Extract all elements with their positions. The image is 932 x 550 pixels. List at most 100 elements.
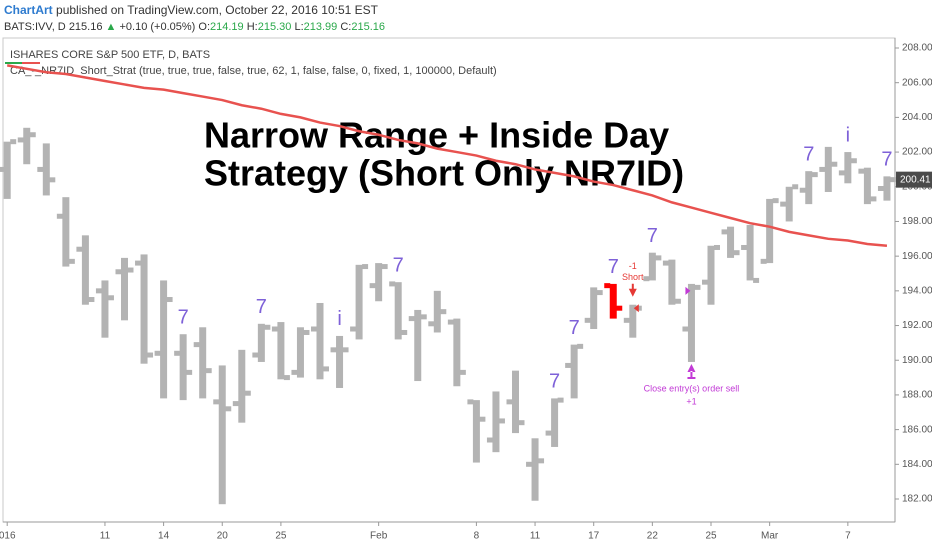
last-price-label: 200.41 [900, 174, 931, 185]
signal-label: i [337, 308, 341, 330]
x-tick-label: 22 [647, 531, 659, 542]
bar-open [154, 350, 161, 356]
ohlc-label: H: [246, 21, 258, 33]
bar-close [440, 309, 447, 315]
x-tick-label: 016 [0, 531, 16, 542]
bar-open [486, 437, 493, 443]
bar-open [780, 201, 787, 207]
change: +0.10 (+0.05%) [119, 21, 196, 33]
bar-range [453, 318, 461, 387]
bar-range [863, 167, 871, 205]
bar-open [467, 399, 474, 405]
exit-marker [685, 286, 691, 295]
y-tick-label: 202.00 [902, 147, 932, 158]
y-tick-label: 204.00 [902, 112, 932, 123]
ohlc: O:214.19 H:215.30 L:213.99 C:215.16 [198, 21, 385, 33]
bar-open [193, 342, 200, 348]
author[interactable]: ChartArt [4, 3, 53, 17]
x-tick-label: 25 [705, 531, 717, 542]
bar-close [850, 158, 857, 164]
y-tick-label: 190.00 [902, 355, 932, 366]
bar-range [609, 283, 617, 319]
y-tick-label: 182.00 [902, 494, 932, 505]
y-tick-label: 198.00 [902, 216, 932, 227]
bar-range [551, 398, 559, 447]
x-tick-label: Feb [370, 531, 388, 542]
bar-range [687, 283, 695, 362]
bar-range [844, 152, 852, 184]
signal-label: 7 [256, 296, 267, 318]
bar-close [479, 416, 486, 422]
bar-range [160, 280, 168, 399]
bar-range [296, 327, 304, 378]
bar-range [179, 334, 187, 401]
ohlc-label: O: [198, 21, 211, 33]
bar-close [596, 290, 603, 296]
bar-close [147, 352, 154, 358]
ohlc-label: L: [294, 21, 304, 33]
bar-range [707, 245, 715, 305]
chart-title: ISHARES CORE S&P 500 ETF, D, BATS [10, 49, 210, 61]
bar-close [811, 172, 818, 178]
bar-range [629, 304, 637, 338]
symbol: BATS:IVV, D [4, 21, 66, 33]
bar-open [741, 244, 748, 250]
bar-range [257, 323, 265, 362]
bar-close [753, 277, 760, 283]
bar-open [760, 258, 767, 264]
y-tick-label: 186.00 [902, 424, 932, 435]
bar-open [721, 229, 728, 235]
bar-close [362, 264, 369, 270]
bar-open [604, 283, 611, 289]
bar-close [538, 458, 545, 464]
signal-label: 7 [608, 256, 619, 278]
bar-range [472, 400, 480, 463]
bar-range [81, 235, 89, 305]
y-tick-label: 184.00 [902, 459, 932, 470]
bar-close [10, 139, 17, 145]
bar-close [420, 314, 427, 320]
order-qty: +1 [686, 396, 696, 406]
plot-frame [2, 37, 896, 523]
bar-range [512, 370, 519, 434]
bar-range [433, 290, 441, 333]
signal-label: 7 [178, 306, 189, 328]
bar-open [408, 316, 415, 322]
ohlc-label: C: [340, 21, 352, 33]
bar-open [115, 269, 122, 275]
bar-close [714, 244, 720, 250]
bar-close [303, 329, 310, 335]
bar-range [101, 280, 109, 338]
bar-close [616, 305, 623, 311]
bar-close [772, 198, 779, 204]
bar-close [49, 177, 56, 183]
last-price-box [896, 171, 932, 188]
bar-open [877, 186, 884, 192]
bar-close [342, 347, 349, 353]
x-tick-label: 25 [275, 531, 287, 542]
bar-open [311, 326, 317, 332]
bar-close [127, 267, 134, 273]
published: published on TradingView.com, October 22… [56, 3, 378, 17]
y-tick-label: 196.00 [902, 251, 932, 262]
bar-range [766, 198, 774, 264]
bar-range [3, 141, 11, 199]
y-tick-label: 208.00 [902, 43, 932, 54]
bar-open [291, 369, 298, 375]
bar-close [225, 406, 232, 412]
entry-marker [633, 304, 639, 313]
bar-close [694, 284, 701, 290]
bar-range [883, 176, 891, 201]
bar-open [565, 362, 572, 368]
signal-label: 7 [881, 149, 892, 171]
bar-open [350, 326, 357, 332]
bar-range [668, 259, 676, 305]
bar-close [459, 369, 466, 375]
bar-close [88, 297, 95, 303]
bar-range [23, 127, 31, 165]
bar-range [316, 302, 324, 380]
bar-range [414, 309, 422, 382]
order-text: Close entry(s) order sell [644, 383, 740, 393]
bar-range [570, 344, 578, 399]
